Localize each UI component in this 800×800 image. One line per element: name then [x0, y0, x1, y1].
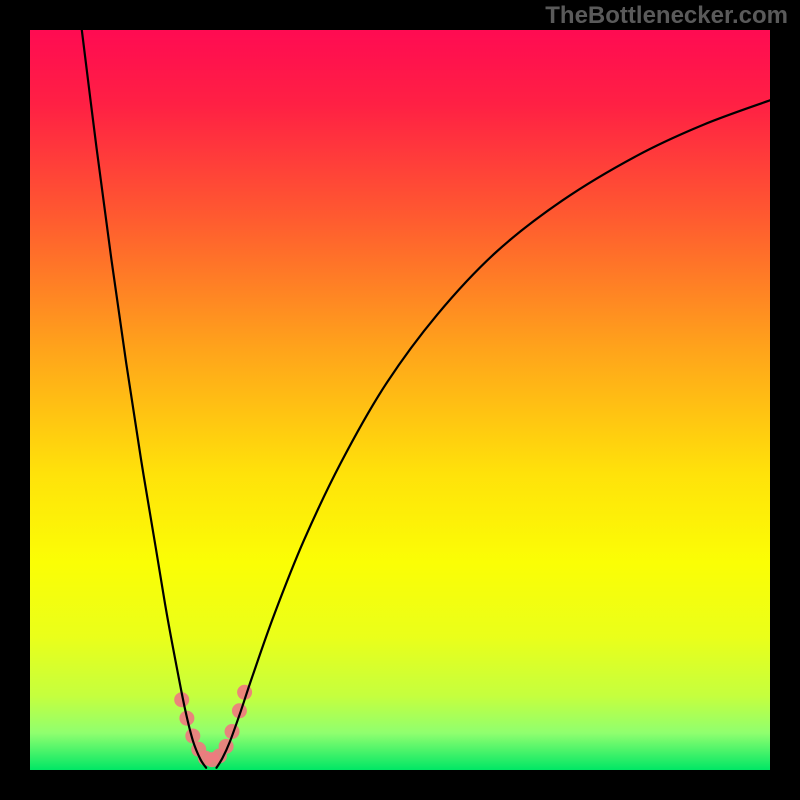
attribution-text: TheBottlenecker.com — [545, 2, 788, 30]
plot-area — [30, 30, 770, 770]
chart-frame: TheBottlenecker.com — [0, 0, 800, 800]
bottleneck-curve-chart — [30, 30, 770, 770]
gradient-background — [30, 30, 770, 770]
